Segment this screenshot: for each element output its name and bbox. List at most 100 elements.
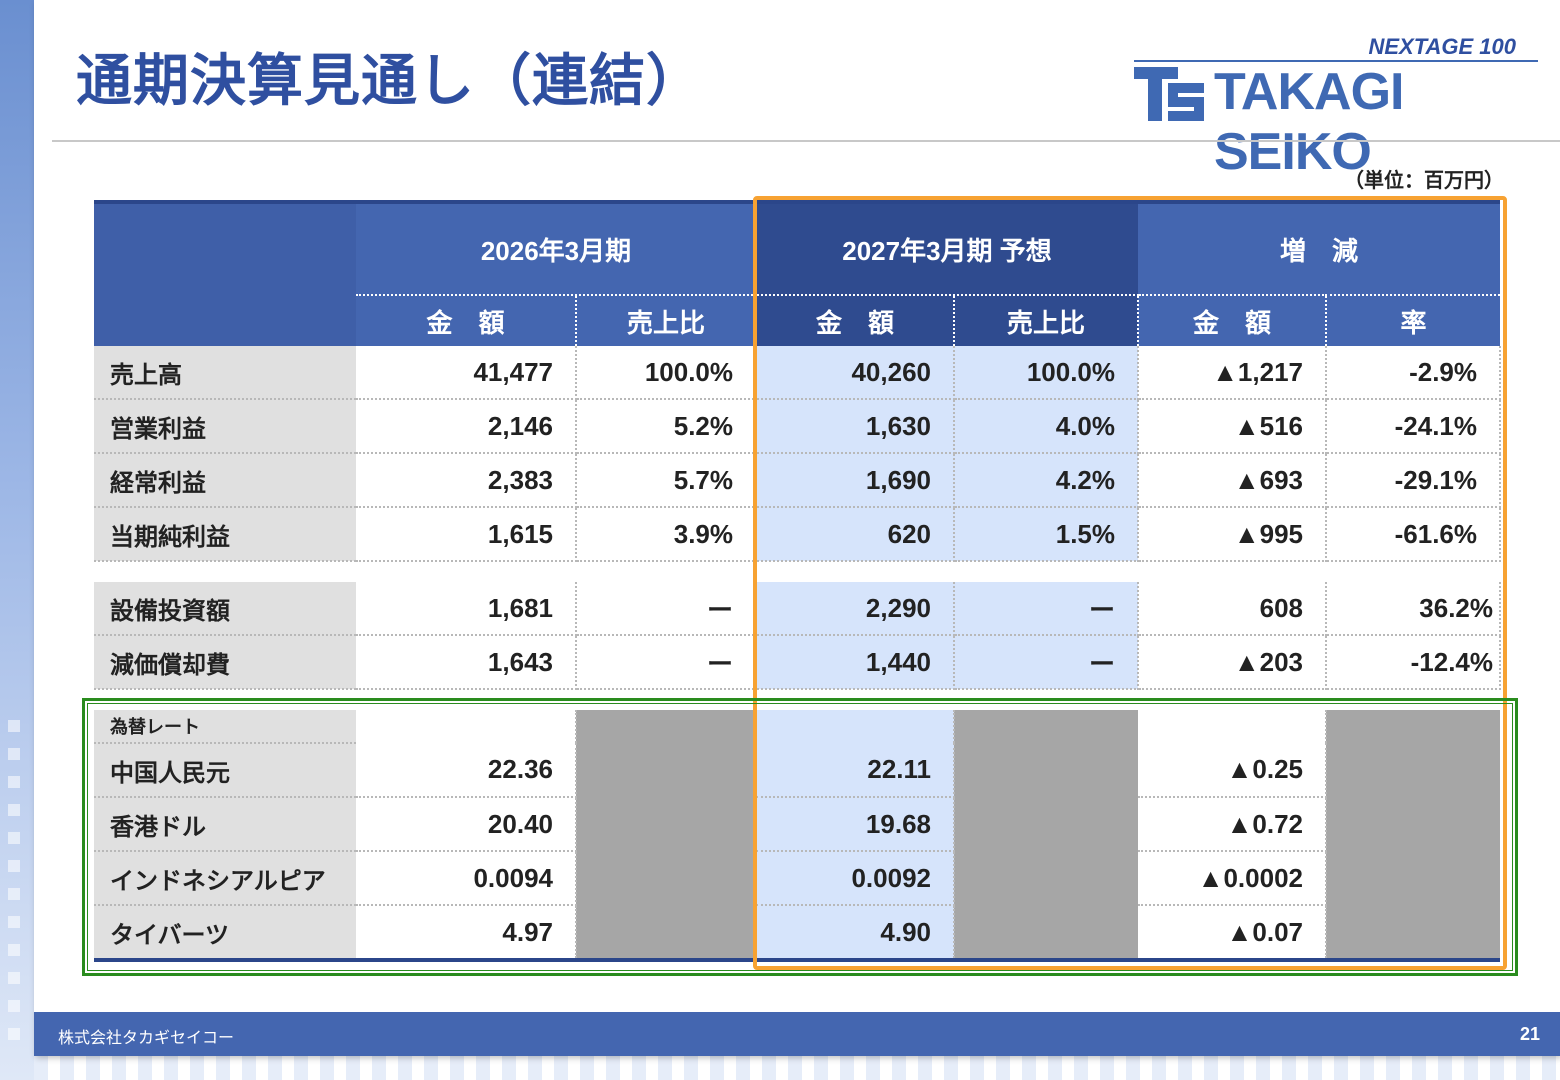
row-spacer (94, 561, 1501, 582)
row-label: 減価償却費 (94, 635, 356, 690)
subheader-amount: 金 額 (1138, 295, 1327, 346)
table-cell: ▲0.0002 (1138, 851, 1327, 906)
table-cell: 3.9% (576, 507, 757, 562)
sub-header-row: 金 額 売上比 金 額 売上比 金 額 率 (94, 295, 1501, 346)
table-cell: 2,383 (356, 453, 577, 508)
company-logo: NEXTAGE 100 TAKAGI SEIKO (1134, 34, 1538, 181)
table-row: インドネシアルピア 0.0094 0.0092 ▲0.0002 (94, 851, 1500, 906)
table-cell: ▲0.72 (1138, 797, 1327, 852)
logo-rule (1134, 60, 1538, 62)
table-row: 売上高 41,477 100.0% 40,260 100.0% ▲1,217 -… (94, 346, 1502, 400)
table-cell: -24.1% (1326, 399, 1502, 454)
table-row: 中国人民元 22.36 22.11 ▲0.25 (94, 743, 1500, 798)
table-cell (1138, 710, 1327, 743)
table-cell (356, 710, 577, 743)
footer-company: 株式会社タカギセイコー (58, 1028, 235, 1047)
row-label: 中国人民元 (94, 743, 356, 798)
unit-note: （単位：百万円） (1344, 168, 1504, 192)
row-label: 経常利益 (94, 453, 356, 508)
table-cell: ▲1,217 (1138, 346, 1327, 400)
table-cell: 36.2% (1326, 582, 1502, 636)
row-label: 売上高 (94, 346, 356, 400)
table-row: 設備投資額 1,681 ー 2,290 ー 608 36.2% (94, 582, 1502, 636)
table-row: 減価償却費 1,643 ー 1,440 ー ▲203 -12.4% (94, 635, 1502, 690)
table-cell: 22.36 (356, 743, 577, 798)
table-cell: 1.5% (954, 507, 1139, 562)
table-cell: 100.0% (576, 346, 757, 400)
table-cell: ▲516 (1138, 399, 1327, 454)
table-cell: ▲0.25 (1138, 743, 1327, 798)
logo-wordmark: TAKAGI SEIKO (1214, 63, 1404, 181)
table-cell: 0.0094 (356, 851, 577, 906)
row-label: タイバーツ (94, 905, 356, 958)
table-cell: -61.6% (1326, 507, 1502, 562)
title-divider (52, 140, 1560, 142)
fx-blank-cell (576, 710, 756, 958)
table-cell: 4.0% (954, 399, 1139, 454)
row-label: インドネシアルピア (94, 851, 356, 906)
table-cell: 41,477 (356, 346, 577, 400)
table-bottom-rule (94, 958, 1501, 962)
left-decor-band (0, 0, 34, 1080)
table-cell: -29.1% (1326, 453, 1502, 508)
table-row: 当期純利益 1,615 3.9% 620 1.5% ▲995 -61.6% (94, 507, 1502, 562)
subheader-rate: 率 (1326, 295, 1501, 346)
table-cell: -2.9% (1326, 346, 1502, 400)
table-cell: 4.90 (756, 905, 955, 958)
table-cell: ー (576, 582, 757, 636)
table-cell: -12.4% (1326, 635, 1502, 690)
table-cell: ー (954, 635, 1139, 690)
table-row: 経常利益 2,383 5.7% 1,690 4.2% ▲693 -29.1% (94, 453, 1502, 508)
page-number: 21 (1519, 1024, 1540, 1044)
header-change: 増 減 (1138, 200, 1501, 296)
header-fy2026: 2026年3月期 (356, 200, 756, 296)
subheader-ratio: 売上比 (576, 295, 757, 346)
table-row: タイバーツ 4.97 4.90 ▲0.07 (94, 905, 1500, 958)
table-cell: 5.7% (576, 453, 757, 508)
table-cell: ー (576, 635, 757, 690)
table-row: 香港ドル 20.40 19.68 ▲0.72 (94, 797, 1500, 852)
table-cell: 4.97 (356, 905, 577, 958)
table-cell: ▲0.07 (1138, 905, 1327, 958)
fx-section-title: 為替レート (94, 710, 356, 744)
row-label: 香港ドル (94, 797, 356, 852)
fx-blank-cell (1326, 710, 1501, 958)
logo-tagline: NEXTAGE 100 (1368, 34, 1516, 59)
table-cell: 40,260 (756, 346, 955, 400)
header-corner (94, 200, 356, 346)
header-fy2027-forecast: 2027年3月期 予想 (756, 200, 1138, 296)
row-label: 営業利益 (94, 399, 356, 454)
table-cell: 2,290 (756, 582, 955, 636)
row-label: 当期純利益 (94, 507, 356, 562)
footer-bar: 株式会社タカギセイコー 21 (34, 1012, 1560, 1056)
table-cell: ▲995 (1138, 507, 1327, 562)
table-cell: 19.68 (756, 797, 955, 852)
table-cell: ▲693 (1138, 453, 1327, 508)
table-row: 営業利益 2,146 5.2% 1,630 4.0% ▲516 -24.1% (94, 399, 1502, 454)
fx-blank-cell (954, 710, 1138, 958)
table-cell: 1,615 (356, 507, 577, 562)
table-cell: 1,440 (756, 635, 955, 690)
table-cell: 620 (756, 507, 955, 562)
row-spacer (94, 689, 1501, 710)
table-cell: 2,146 (356, 399, 577, 454)
table-cell: 22.11 (756, 743, 955, 798)
table-cell: 100.0% (954, 346, 1139, 400)
table-cell: 1,643 (356, 635, 577, 690)
table-cell (756, 710, 955, 743)
table-cell: 1,690 (756, 453, 955, 508)
period-header-row: 2026年3月期 2027年3月期 予想 増 減 (94, 200, 1501, 346)
table-cell: 20.40 (356, 797, 577, 852)
subheader-amount: 金 額 (756, 295, 955, 346)
subheader-amount: 金 額 (356, 295, 577, 346)
table-cell: 0.0092 (756, 851, 955, 906)
table-cell: 5.2% (576, 399, 757, 454)
table-cell: 608 (1138, 582, 1327, 636)
table-cell: 1,681 (356, 582, 577, 636)
fx-title-row: 為替レート (94, 710, 1501, 958)
forecast-table: 2026年3月期 2027年3月期 予想 増 減 金 額 売上比 金 額 売上比… (94, 200, 1502, 962)
table-cell: 1,630 (756, 399, 955, 454)
table-cell: ー (954, 582, 1139, 636)
row-label: 設備投資額 (94, 582, 356, 636)
table-cell: ▲203 (1138, 635, 1327, 690)
